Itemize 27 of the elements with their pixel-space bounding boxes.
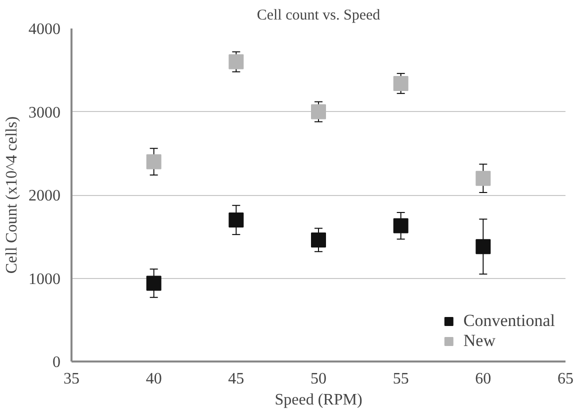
point	[393, 218, 408, 234]
x-tick-label: 55	[392, 370, 409, 388]
y-tick-label: 3000	[28, 104, 60, 122]
x-tick-label: 50	[310, 370, 326, 388]
y-tick-label: 2000	[28, 188, 60, 204]
point	[476, 239, 491, 254]
y-tick-label: 0	[52, 354, 60, 371]
x-axis-title: Speed (RPM)	[274, 392, 362, 408]
y-tick-label: 4000	[28, 21, 60, 38]
y-axis-title: Cell Count (x10^4 cells)	[4, 116, 20, 274]
point	[228, 212, 244, 228]
legend-label: New	[463, 331, 496, 351]
point	[311, 104, 326, 120]
legend-label: Conventional	[463, 311, 555, 331]
x-tick-label: 45	[228, 370, 244, 388]
point	[146, 154, 162, 170]
x-tick-label: 40	[146, 370, 162, 388]
point	[393, 76, 408, 91]
x-tick-label: 65	[558, 370, 574, 388]
x-tick-label: 35	[64, 370, 80, 388]
chart-title: Cell count vs. Speed	[256, 8, 381, 24]
point	[146, 276, 162, 291]
point	[476, 170, 491, 186]
x-tick-label: 60	[475, 370, 492, 388]
point	[228, 54, 244, 70]
point	[311, 232, 326, 248]
y-tick-label: 1000	[28, 270, 60, 288]
